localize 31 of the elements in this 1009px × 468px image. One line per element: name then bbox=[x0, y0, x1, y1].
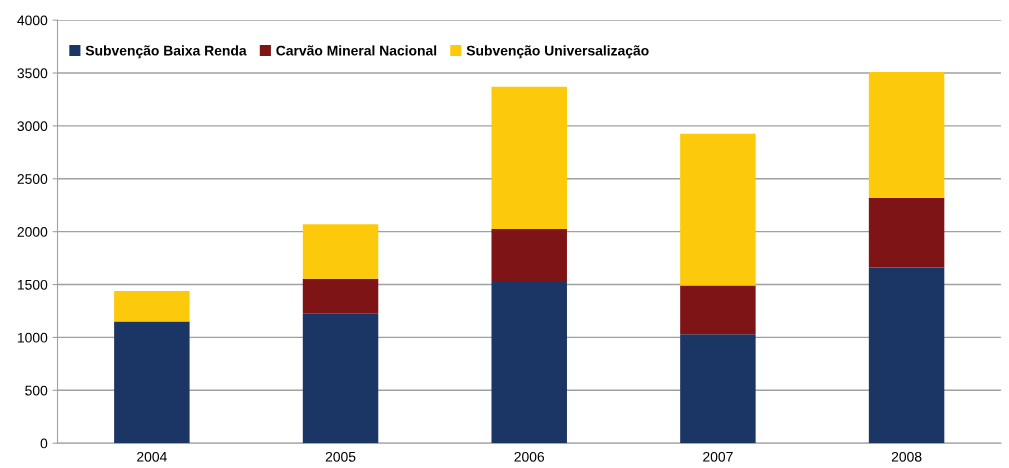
bar bbox=[680, 133, 756, 286]
bar bbox=[491, 229, 567, 282]
bar bbox=[114, 290, 190, 322]
x-tick-label: 2005 bbox=[325, 451, 356, 462]
y-tick-label: 2500 bbox=[17, 174, 48, 184]
x-tick-label: 2006 bbox=[514, 451, 545, 462]
bar bbox=[868, 267, 945, 444]
x-tick-label: 2007 bbox=[703, 451, 733, 462]
bar bbox=[680, 334, 756, 444]
bar bbox=[302, 278, 379, 314]
bar bbox=[868, 71, 945, 198]
legend-label: Subvenção Baixa Renda bbox=[85, 45, 247, 59]
y-tick-label: 1000 bbox=[17, 332, 48, 343]
y-tick-label: 500 bbox=[25, 385, 48, 396]
bar bbox=[868, 197, 945, 268]
bar bbox=[680, 285, 756, 335]
legend-label: Subvenção Universalização bbox=[466, 45, 649, 59]
y-tick-label: 0 bbox=[40, 438, 48, 449]
bar bbox=[491, 281, 567, 444]
x-tick-label: 2004 bbox=[137, 451, 167, 462]
bar bbox=[114, 321, 190, 444]
y-tick-label: 3000 bbox=[17, 121, 48, 132]
y-tick-label: 2000 bbox=[17, 226, 48, 237]
bar bbox=[302, 313, 379, 444]
x-tick-label: 2008 bbox=[891, 451, 922, 462]
bar bbox=[302, 224, 379, 279]
bar bbox=[491, 86, 567, 230]
y-tick-label: 1500 bbox=[17, 279, 48, 290]
y-tick-label: 4000 bbox=[17, 15, 48, 26]
y-tick-label: 3500 bbox=[17, 68, 48, 79]
legend-label: Carvão Mineral Nacional bbox=[276, 45, 437, 56]
